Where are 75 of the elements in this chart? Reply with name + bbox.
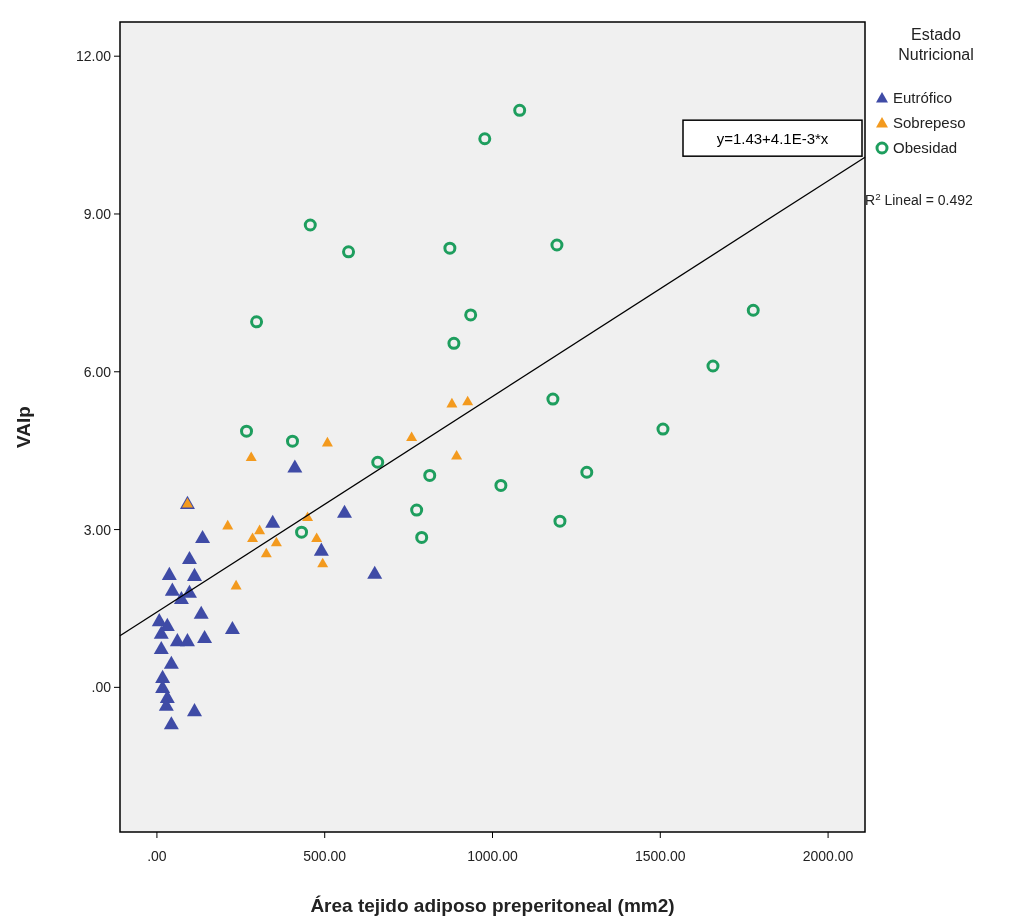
point [303, 218, 317, 232]
annotation: R$^{2}$ Lineal = 0.492 [865, 190, 974, 208]
point [462, 395, 474, 406]
point [254, 524, 266, 535]
point [197, 629, 213, 644]
x-tick-label: 2000.00 [802, 848, 854, 864]
point [164, 582, 180, 596]
point [313, 542, 329, 556]
point [187, 567, 202, 581]
point [342, 245, 356, 259]
point [163, 716, 179, 730]
point [224, 620, 240, 635]
point [746, 303, 760, 317]
point [265, 514, 281, 528]
point [250, 315, 264, 329]
point [153, 625, 169, 639]
point [371, 455, 385, 469]
point [240, 424, 254, 438]
point [550, 238, 564, 252]
point [447, 336, 461, 350]
point [451, 449, 463, 460]
point [247, 532, 259, 543]
point [179, 633, 195, 647]
legend-label: Eutrófico [893, 89, 953, 106]
point [155, 669, 171, 683]
point [260, 547, 272, 558]
point [656, 422, 670, 436]
point [321, 436, 333, 447]
point [546, 392, 560, 406]
point [367, 565, 383, 579]
legend-label: Obesidad [893, 139, 958, 156]
y-tick-label: 6.00 [83, 363, 112, 380]
y-axis-title: VAIp [13, 406, 34, 448]
point [295, 525, 309, 539]
point [285, 434, 299, 448]
point [222, 519, 234, 530]
legend-title: Estado Nutricional [898, 26, 974, 63]
legend-label: Sobrepeso [893, 114, 966, 131]
x-tick-label: .00 [147, 848, 167, 864]
point [245, 451, 257, 462]
point [410, 503, 424, 517]
x-tick-label: 1000.00 [467, 848, 519, 864]
point [195, 529, 211, 544]
point [423, 468, 437, 482]
point [494, 478, 508, 492]
point [161, 566, 177, 580]
point [230, 579, 242, 590]
point [153, 640, 169, 655]
x-tick-label: 500.00 [303, 848, 347, 864]
point [443, 241, 457, 255]
annotation: y=1.43+4.1E-3*x [716, 129, 829, 147]
point [478, 132, 492, 146]
y-tick-label: 3.00 [83, 521, 112, 538]
point [464, 308, 478, 322]
point [270, 536, 282, 547]
point [337, 504, 353, 518]
point [287, 459, 303, 473]
y-tick-label: 9.00 [83, 205, 112, 222]
y-tick-label: 12.00 [75, 48, 112, 65]
point [706, 359, 720, 373]
point [406, 431, 418, 442]
point [513, 103, 527, 117]
x-tick-label: 1500.00 [634, 848, 686, 864]
point [311, 532, 323, 543]
point [415, 530, 429, 544]
point [317, 557, 329, 568]
y-tick-label: .00 [91, 679, 112, 696]
point [580, 465, 594, 479]
point [193, 605, 209, 619]
point [151, 613, 167, 627]
x-axis-title: Área tejido adiposo preperitoneal (mm2) [310, 895, 675, 916]
point [553, 514, 567, 528]
point [187, 703, 202, 717]
point [181, 550, 197, 565]
point [163, 655, 179, 669]
